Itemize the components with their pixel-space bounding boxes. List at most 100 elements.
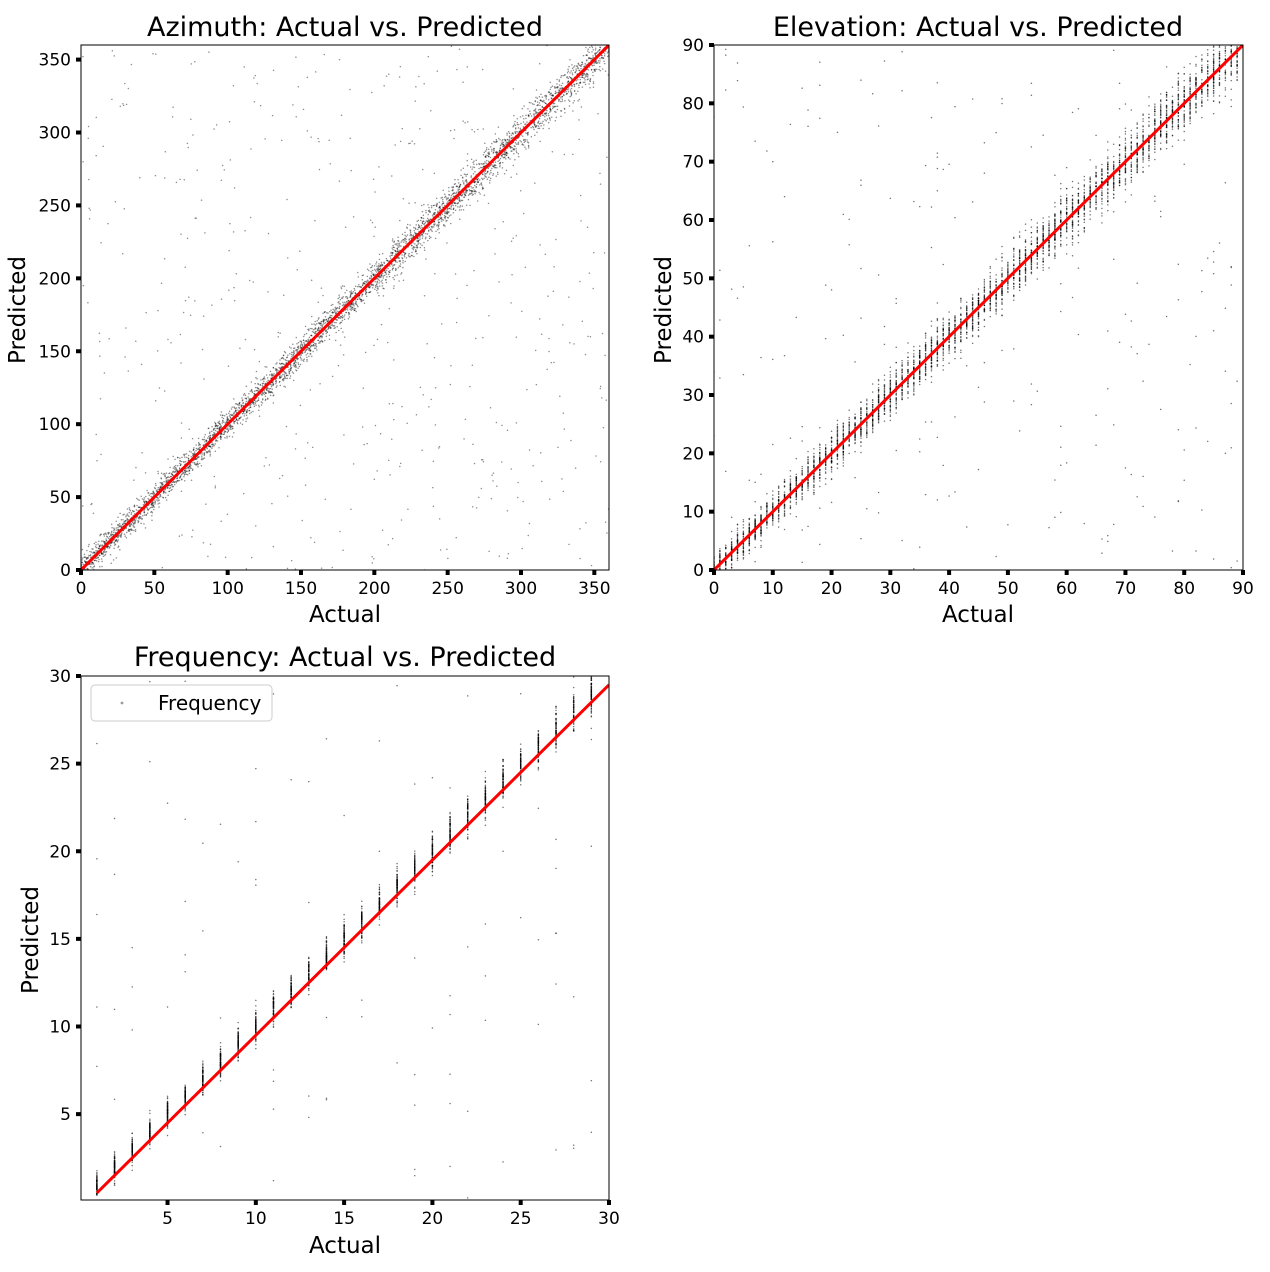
data-point — [589, 86, 591, 89]
data-point — [88, 207, 90, 210]
data-point — [507, 157, 510, 159]
data-point — [264, 366, 266, 368]
data-point — [427, 227, 429, 229]
data-point — [300, 341, 303, 344]
data-point — [393, 240, 396, 242]
data-point — [448, 186, 450, 189]
data-point — [168, 472, 170, 475]
data-point — [589, 335, 592, 338]
azimuth-y-tick-label: 50 — [49, 488, 71, 508]
data-point — [313, 331, 315, 333]
data-point — [452, 207, 455, 209]
data-point — [410, 254, 413, 257]
data-point — [578, 86, 580, 89]
data-point — [529, 112, 532, 115]
data-point — [263, 391, 266, 393]
data-point — [606, 532, 608, 534]
data-point — [567, 90, 570, 93]
data-point — [183, 453, 185, 456]
data-point — [379, 276, 381, 279]
data-point — [524, 266, 527, 269]
data-point — [578, 98, 581, 101]
data-point — [481, 173, 484, 175]
data-point — [449, 129, 452, 132]
data-point — [270, 385, 273, 388]
data-point — [362, 282, 364, 284]
data-point — [499, 164, 501, 166]
data-point — [280, 139, 283, 142]
data-point — [389, 269, 391, 272]
data-point — [158, 387, 161, 389]
data-point — [229, 413, 232, 416]
data-point — [87, 302, 89, 304]
data-point — [489, 407, 492, 409]
data-point — [406, 223, 409, 226]
data-point — [217, 424, 219, 427]
data-point — [514, 130, 516, 133]
data-point — [449, 383, 452, 386]
data-point — [249, 404, 252, 407]
data-point — [180, 478, 183, 481]
data-point — [754, 501, 756, 503]
data-point — [101, 552, 103, 555]
data-point — [187, 467, 189, 470]
data-point — [433, 220, 436, 223]
data-point — [349, 88, 351, 91]
data-point — [162, 496, 164, 499]
data-point — [569, 95, 571, 98]
data-point — [147, 509, 149, 511]
data-point — [84, 560, 86, 563]
data-point — [371, 221, 374, 224]
data-point — [268, 388, 271, 390]
data-point — [472, 161, 474, 164]
data-point — [208, 427, 210, 430]
data-point — [490, 497, 493, 500]
data-point — [505, 154, 508, 156]
data-point — [462, 180, 464, 182]
data-point — [435, 230, 437, 233]
data-point — [480, 183, 482, 185]
data-point — [187, 466, 190, 468]
data-point — [498, 555, 501, 557]
data-point — [128, 508, 131, 511]
data-point — [266, 398, 269, 400]
data-point — [588, 272, 591, 274]
data-point — [152, 52, 154, 55]
data-point — [432, 486, 434, 489]
data-point — [519, 189, 522, 192]
data-point — [343, 301, 346, 304]
data-point — [129, 525, 131, 527]
data-point — [373, 344, 375, 347]
data-point — [393, 285, 395, 287]
data-point — [233, 187, 236, 189]
data-point — [570, 90, 572, 93]
data-point — [547, 99, 550, 101]
data-point — [525, 114, 527, 116]
data-point — [495, 138, 498, 141]
data-point — [376, 470, 378, 472]
data-point — [90, 551, 93, 553]
data-point — [556, 85, 559, 88]
data-point — [88, 554, 90, 557]
data-point — [455, 536, 457, 539]
data-point — [369, 267, 372, 269]
data-point — [401, 233, 404, 236]
data-point — [311, 328, 313, 330]
data-point — [446, 242, 448, 244]
data-point — [539, 99, 542, 101]
data-point — [1013, 288, 1015, 290]
data-point — [391, 240, 394, 242]
data-point — [256, 82, 259, 85]
data-point — [496, 171, 499, 174]
data-point — [463, 183, 465, 185]
data-point — [392, 246, 395, 249]
data-point — [534, 134, 536, 136]
data-point — [317, 339, 319, 342]
data-point — [409, 231, 412, 234]
data-point — [499, 165, 501, 168]
data-point — [560, 84, 563, 87]
data-point — [452, 186, 455, 188]
data-point — [113, 544, 116, 546]
data-point — [445, 198, 448, 201]
data-point — [279, 367, 281, 370]
